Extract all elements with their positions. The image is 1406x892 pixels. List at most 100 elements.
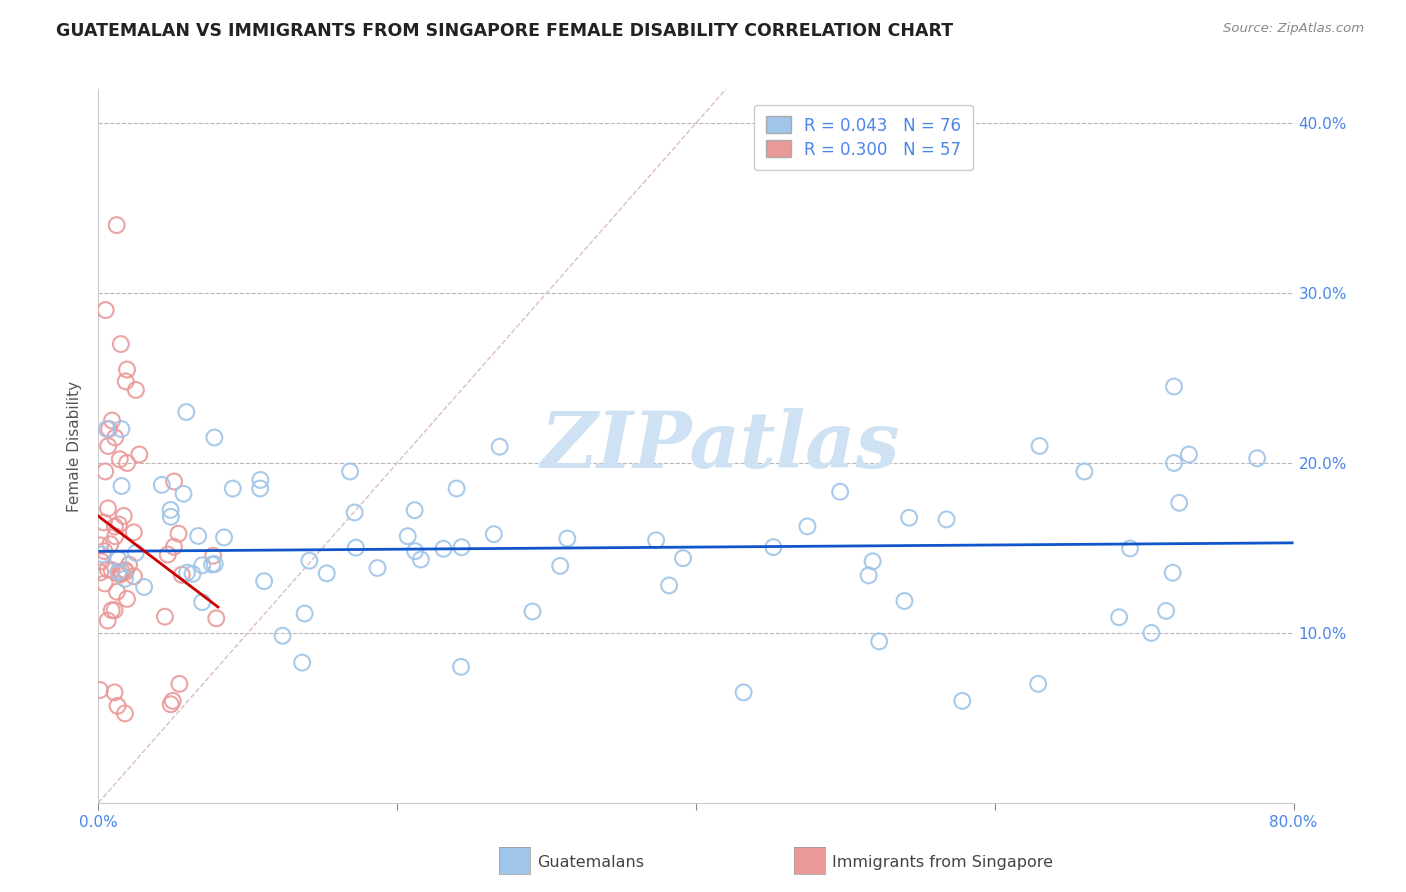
Point: [111, 566, 134, 580]
Point: [249, 482, 271, 496]
Point: [134, 580, 156, 594]
Point: [89, 538, 111, 552]
Point: [98, 422, 121, 436]
Point: [181, 566, 204, 581]
Point: [868, 634, 890, 648]
Point: [153, 609, 176, 624]
Point: [90, 554, 112, 568]
Point: [450, 660, 472, 674]
Point: [110, 422, 132, 436]
Point: [170, 567, 193, 582]
Point: [103, 685, 125, 699]
Text: Immigrants from Singapore: Immigrants from Singapore: [832, 855, 1053, 870]
Point: [548, 558, 571, 573]
Point: [104, 430, 127, 444]
Point: [1163, 456, 1185, 470]
Point: [249, 473, 271, 487]
Point: [162, 694, 184, 708]
Point: [294, 607, 316, 621]
Point: [115, 591, 138, 606]
Point: [89, 566, 111, 580]
Point: [396, 529, 419, 543]
Point: [645, 533, 668, 548]
Point: [404, 544, 426, 558]
Point: [101, 413, 124, 427]
Point: [858, 568, 880, 582]
Point: [1178, 448, 1201, 462]
Point: [1119, 541, 1142, 556]
Point: [202, 549, 225, 563]
Text: GUATEMALAN VS IMMIGRANTS FROM SINGAPORE FEMALE DISABILITY CORRELATION CHART: GUATEMALAN VS IMMIGRANTS FROM SINGAPORE …: [56, 22, 953, 40]
Point: [339, 465, 361, 479]
Point: [115, 362, 138, 376]
Point: [105, 584, 128, 599]
Point: [114, 565, 136, 579]
Point: [1026, 677, 1049, 691]
Point: [432, 541, 454, 556]
Point: [488, 440, 510, 454]
Point: [176, 405, 198, 419]
Y-axis label: Female Disability: Female Disability: [67, 380, 83, 512]
Point: [110, 479, 132, 493]
Point: [150, 478, 173, 492]
Point: [202, 430, 225, 444]
Point: [97, 563, 120, 577]
Point: [343, 506, 366, 520]
Point: [205, 611, 228, 625]
Point: [107, 565, 129, 579]
Point: [1163, 379, 1185, 393]
Point: [163, 540, 186, 554]
Point: [893, 594, 915, 608]
Point: [191, 595, 214, 609]
Point: [446, 482, 468, 496]
Point: [167, 526, 190, 541]
Point: [104, 519, 127, 533]
Point: [733, 685, 755, 699]
Text: Guatemalans: Guatemalans: [537, 855, 644, 870]
Point: [796, 519, 818, 533]
Point: [122, 525, 145, 540]
Point: [555, 532, 578, 546]
Point: [862, 554, 884, 568]
Point: [1028, 439, 1050, 453]
Point: [114, 563, 136, 577]
Point: [291, 656, 314, 670]
Point: [125, 546, 148, 560]
Legend: R = 0.043   N = 76, R = 0.300   N = 57: R = 0.043 N = 76, R = 0.300 N = 57: [754, 104, 973, 170]
Point: [89, 683, 111, 698]
Point: [950, 694, 973, 708]
Point: [1073, 465, 1095, 479]
Point: [201, 558, 224, 572]
Point: [114, 375, 136, 389]
Point: [1140, 626, 1163, 640]
Point: [1108, 610, 1130, 624]
Point: [100, 563, 122, 577]
Point: [105, 218, 128, 232]
Point: [112, 508, 135, 523]
Point: [107, 698, 129, 713]
Point: [94, 303, 117, 318]
Point: [114, 706, 136, 721]
Point: [108, 566, 131, 581]
Point: [159, 503, 181, 517]
Point: [114, 572, 136, 586]
Point: [222, 482, 245, 496]
Point: [115, 456, 138, 470]
Point: [108, 517, 131, 532]
Point: [482, 527, 505, 541]
Point: [108, 452, 131, 467]
Point: [315, 566, 337, 581]
Point: [298, 554, 321, 568]
Point: [100, 603, 122, 617]
Point: [191, 558, 214, 573]
Point: [110, 337, 132, 351]
Point: [176, 566, 198, 580]
Point: [1246, 451, 1268, 466]
Point: [97, 614, 120, 628]
Point: [96, 422, 118, 436]
Point: [830, 484, 852, 499]
Point: [98, 537, 121, 551]
Point: [104, 529, 127, 543]
Point: [159, 698, 181, 712]
Point: [409, 552, 432, 566]
